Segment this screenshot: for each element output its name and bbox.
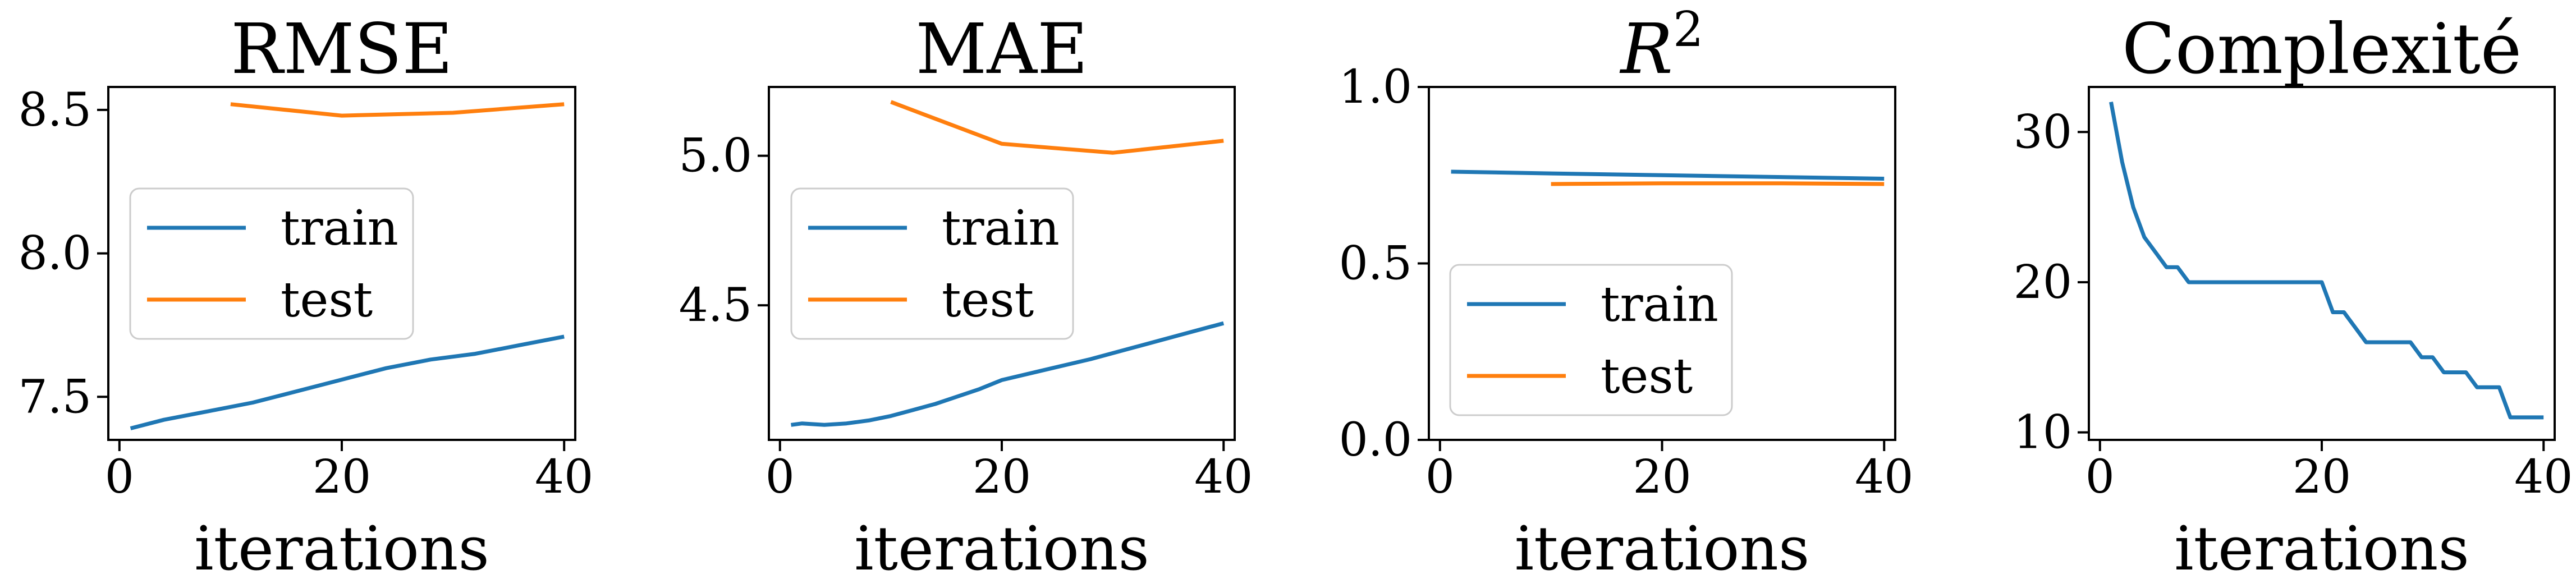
y-tick-label: 5.0 (679, 130, 752, 183)
x-tick-label: 20 (313, 451, 371, 504)
y-tick-label: 1.0 (1339, 61, 1412, 114)
series-line-complexite (2109, 102, 2544, 420)
series-line-test (230, 102, 565, 118)
legend-label-test: test (281, 272, 373, 328)
legend: train test (1449, 264, 1733, 416)
y-tick-label: 0.0 (1339, 414, 1412, 467)
chart-title: RMSE (231, 9, 453, 90)
x-axis-label: iterations (194, 514, 489, 584)
chart-title: R2 (1619, 2, 1703, 90)
x-axis-label: iterations (1515, 514, 1810, 584)
panel-2: 0 20 40 4.5 5.0 MAE iterations train test (679, 9, 1253, 584)
y-tick-label: 8.5 (19, 84, 91, 137)
legend-label-test: test (942, 272, 1034, 328)
x-axis-label: iterations (2174, 514, 2469, 584)
panel-1: 0 20 40 7.5 8.0 8.5 RMSE iterations train test (19, 9, 594, 584)
x-tick-label: 0 (105, 451, 134, 504)
x-tick-label: 20 (2293, 451, 2351, 504)
x-tick-label: 40 (1855, 451, 1913, 504)
x-tick-label: 40 (1194, 451, 1253, 504)
legend: train test (790, 187, 1074, 340)
y-tick-label: 8.0 (19, 227, 91, 281)
series-line-train (1451, 169, 1885, 181)
x-axis-label: iterations (854, 514, 1149, 584)
y-tick-label: 30 (2014, 105, 2072, 159)
x-tick-label: 0 (2085, 451, 2115, 504)
x-tick-label: 0 (766, 451, 795, 504)
series-line-test (890, 100, 1224, 155)
legend-label-train: train (281, 200, 398, 256)
series-line-test (1551, 181, 1885, 186)
panel-3: 0 20 40 0.0 0.5 1.0 R2 iterations train test (1339, 2, 1914, 584)
legend-label-train: train (1601, 277, 1718, 333)
y-tick-label: 4.5 (679, 279, 752, 332)
x-tick-label: 0 (1425, 451, 1455, 504)
y-tick-label: 0.5 (1339, 237, 1412, 291)
series-line-train (791, 321, 1225, 427)
legend: train test (129, 187, 414, 340)
chart-title: MAE (915, 9, 1088, 90)
y-tick-label: 10 (2014, 406, 2072, 460)
legend-label-train: train (942, 200, 1060, 256)
y-tick-label: 7.5 (19, 370, 91, 424)
x-tick-label: 20 (973, 451, 1031, 504)
x-tick-label: 40 (2514, 451, 2573, 504)
panel-4: 0 20 40 10 20 30 Complexité iterations (2014, 9, 2573, 584)
x-tick-label: 40 (535, 451, 593, 504)
y-tick-label: 20 (2014, 256, 2072, 309)
chart-title: Complexité (2122, 9, 2522, 90)
series-line-train (130, 334, 565, 430)
x-tick-label: 20 (1633, 451, 1691, 504)
legend-label-test: test (1601, 348, 1693, 405)
